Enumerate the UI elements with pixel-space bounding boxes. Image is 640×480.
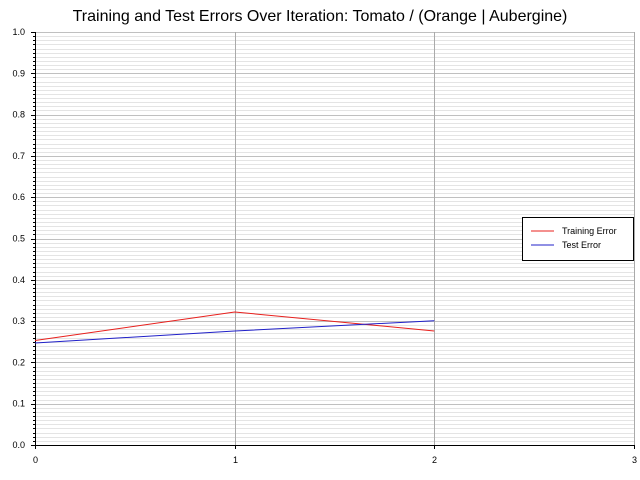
axes [35,32,634,446]
legend-label: Test Error [562,240,601,250]
chart-title: Training and Test Errors Over Iteration:… [72,8,568,25]
minor-grid [35,36,634,442]
y-tick-label: 0.7 [12,151,25,161]
series-layer [34,311,435,344]
legend: Training Error Test Error [522,217,634,261]
y-tick-label: 0.9 [12,68,25,78]
x-tick-label: 1 [233,455,238,465]
y-tick-label: 0.5 [12,234,25,244]
y-tick-label: 0.8 [12,110,25,120]
y-tick-label: 0.6 [12,192,25,202]
y-tick-label: 0.2 [12,357,25,367]
legend-box [522,217,634,261]
series-line-training-error [34,311,435,341]
y-tick-label: 0.1 [12,399,25,409]
y-tick-label: 0.0 [12,440,25,450]
x-tick-label: 0 [33,455,38,465]
x-tick-label: 2 [432,455,437,465]
major-grid [35,32,635,445]
legend-label: Training Error [562,226,617,236]
y-tick-label: 1.0 [12,27,25,37]
y-tick-label: 0.3 [12,316,25,326]
series-line-test-error [34,320,435,344]
y-tick-label: 0.4 [12,275,25,285]
ticks: 0.0 0.1 0.2 0.3 0.4 0.5 0.6 0.7 0.8 0.9 1.0 0 1 2 3 [12,27,637,465]
x-tick-label: 3 [632,455,637,465]
